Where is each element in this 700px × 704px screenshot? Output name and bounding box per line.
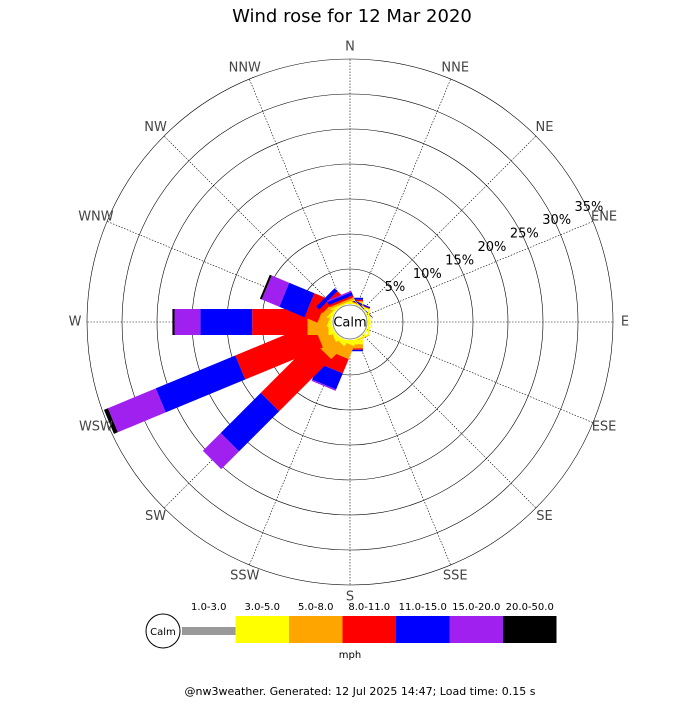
legend-swatch <box>182 627 236 635</box>
r-tick-label: 5% <box>385 280 406 295</box>
r-tick-label: 35% <box>575 200 604 215</box>
direction-label: S <box>346 590 354 605</box>
legend-swatch <box>503 616 557 643</box>
direction-label: N <box>345 40 355 55</box>
direction-label: NNW <box>229 60 261 75</box>
legend-label: 5.0-8.0 <box>298 602 333 613</box>
bar-segment <box>261 275 290 307</box>
legend-label: 15.0-20.0 <box>452 602 500 613</box>
bar-segment <box>361 302 373 328</box>
direction-label: SW <box>145 509 166 524</box>
radial-line <box>362 135 537 310</box>
legend-swatch <box>289 616 343 643</box>
direction-label: SE <box>536 509 552 524</box>
bar-segment <box>330 299 356 311</box>
bar-segment <box>311 379 337 391</box>
radial-line <box>249 338 344 566</box>
direction-label: WNW <box>78 209 114 224</box>
direction-label: ESE <box>592 420 617 435</box>
legend-label: 20.0-50.0 <box>506 602 554 613</box>
legend-label: 11.0-15.0 <box>399 602 447 613</box>
direction-label: WSW <box>79 420 113 435</box>
bar-segment <box>200 309 253 335</box>
bar-segment <box>155 355 246 413</box>
chart-title: Wind rose for 12 Mar 2020 <box>232 6 472 27</box>
bar-segment <box>361 316 373 342</box>
bar-segment <box>103 408 118 434</box>
direction-label: NNE <box>441 60 469 75</box>
bar-segment <box>316 288 338 310</box>
direction-label: SSE <box>443 569 468 584</box>
radial-line <box>356 78 451 306</box>
legend-calm-circle <box>145 613 181 649</box>
radial-line <box>366 328 594 423</box>
legend-calm-label: Calm <box>150 627 176 638</box>
legend-label: 8.0-11.0 <box>348 602 390 613</box>
bar-segment <box>172 309 175 335</box>
legend-swatch <box>396 616 450 643</box>
direction-label: NW <box>144 120 167 135</box>
r-tick-label: 10% <box>413 267 442 282</box>
footer: @nw3weather. Generated: 12 Jul 2025 14:4… <box>185 685 536 698</box>
unit-label: mph <box>339 650 361 661</box>
legend-swatch <box>235 616 289 643</box>
bar-segment <box>235 323 323 380</box>
bar-segment <box>259 274 272 300</box>
r-tick-label: 20% <box>478 240 507 255</box>
direction-label: W <box>69 315 82 330</box>
legend-label: 3.0-5.0 <box>245 602 280 613</box>
grid-ring <box>86 58 614 586</box>
bar-segment <box>252 309 308 335</box>
radial-line <box>249 78 344 306</box>
radial-line <box>366 221 594 316</box>
bar-segment <box>328 295 354 308</box>
direction-label: ENE <box>591 209 617 224</box>
bar-segment <box>174 309 201 335</box>
legend-swatch <box>342 616 396 643</box>
bar-segment <box>327 290 352 302</box>
bar-segment <box>260 340 332 412</box>
radial-line <box>163 334 338 509</box>
direction-label: E <box>621 315 629 330</box>
radial-line <box>362 334 537 509</box>
bar-segment <box>279 282 315 318</box>
direction-label: SSW <box>230 569 260 584</box>
calm-circle <box>332 304 368 340</box>
direction-label: NE <box>535 120 553 135</box>
bar-segment <box>327 291 353 306</box>
legend-label: 1.0-3.0 <box>191 602 226 613</box>
bar-segment <box>202 432 240 470</box>
radial-line <box>106 221 334 316</box>
radial-line <box>163 135 338 310</box>
bar-segment <box>368 309 370 335</box>
legend-swatch <box>449 616 503 643</box>
r-tick-label: 25% <box>510 227 539 242</box>
bar-segment <box>220 392 280 452</box>
bar-segment <box>107 388 166 433</box>
calm-label: Calm <box>333 316 366 331</box>
r-tick-label: 15% <box>445 253 474 268</box>
bar-segment <box>353 299 373 319</box>
bar-segment <box>304 293 328 323</box>
radial-line <box>356 338 451 566</box>
bar-segment <box>329 297 355 310</box>
r-tick-label: 30% <box>542 213 571 228</box>
